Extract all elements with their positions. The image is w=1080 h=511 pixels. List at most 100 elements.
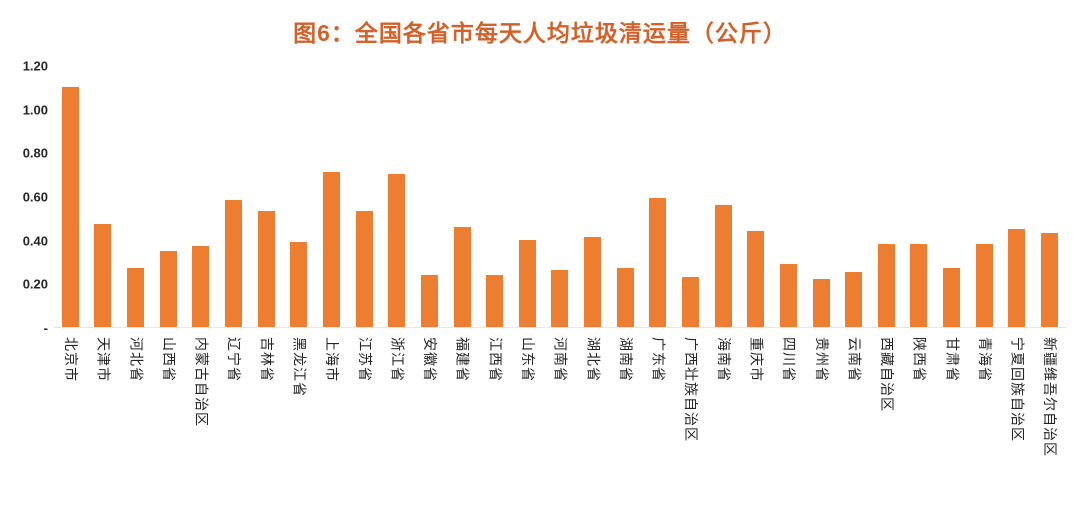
bar [159,250,177,327]
bar-track [641,66,675,328]
bar-track [543,66,577,328]
bar [910,244,928,327]
x-axis-label: 贵州省 [813,337,830,382]
x-axis-label: 重庆市 [748,337,765,382]
x-axis-label: 云南省 [846,337,863,382]
bar [453,226,471,327]
x-axis-label: 江西省 [487,337,504,382]
bar [225,200,243,327]
bar-track [184,66,218,328]
bar-track [86,66,120,328]
bar-column: 安徽省 [413,66,446,505]
x-axis-label: 上海市 [324,337,341,382]
bar-track [347,66,381,328]
bar-column: 福建省 [445,66,479,505]
bar [812,278,830,327]
bar-column: 青海省 [967,66,1001,505]
bar [747,230,765,327]
bar-track [739,66,773,328]
bar-track [870,66,903,328]
bar-column: 黑龙江省 [282,66,316,505]
bar-column: 山东省 [510,66,544,505]
bar-track [282,66,316,328]
y-tick-label: 0.60 [22,189,48,205]
x-axis-label: 内蒙古自治区 [193,337,210,427]
bar [355,211,373,327]
bar [681,276,699,327]
bar [486,274,504,327]
bar [127,268,145,327]
bar-column: 贵州省 [804,66,838,505]
bar [420,274,438,327]
bar-column: 湖南省 [608,66,642,505]
plot-area: 北京市 天津市 河北省 山西省 内蒙古自治区 辽宁省 吉林省 黑龙江省 上海市 江苏省 浙江省 安徽省… [54,66,1066,505]
bar-column: 甘肃省 [935,66,968,505]
bar-track [54,66,87,328]
bar-track [837,66,871,328]
bar-column: 宁夏回族自治区 [1000,66,1034,505]
chart-title: 图6：全国各省市每天人均垃圾清运量（公斤） [293,20,787,46]
bar [388,174,406,327]
x-axis-label: 河北省 [128,337,145,382]
bar-track [315,66,348,328]
bar [290,241,308,327]
x-axis-label: 北京市 [63,337,80,382]
y-tick-label: 1.00 [22,102,48,118]
bar [616,268,634,327]
x-axis-label: 宁夏回族自治区 [1009,337,1026,442]
bar-column: 辽宁省 [217,66,250,505]
x-axis-label: 陕西省 [911,337,928,382]
bar [943,268,961,327]
bar-track [1033,66,1066,328]
x-axis-label: 安徽省 [422,337,439,382]
bar-track [1000,66,1034,328]
y-tick-label: 0.40 [22,233,48,249]
bar-track [151,66,185,328]
bar-column: 河南省 [543,66,577,505]
bar-column: 吉林省 [249,66,283,505]
x-axis-label: 新疆维吾尔自治区 [1042,337,1059,457]
bar [1008,228,1026,327]
bar-track [902,66,936,328]
bar-track [119,66,152,328]
x-axis-label: 河南省 [552,337,569,382]
x-axis-label: 山西省 [160,337,177,382]
bar [975,244,993,327]
x-axis-label: 黑龙江省 [291,337,308,397]
bar-column: 陕西省 [902,66,936,505]
bar-track [445,66,479,328]
bar [1041,233,1059,327]
bar-track [967,66,1001,328]
bar [649,198,667,327]
bar-track [674,66,707,328]
bar-track [706,66,740,328]
bar-column: 四川省 [772,66,805,505]
bar-column: 江西省 [478,66,511,505]
bar-column: 广西壮族自治区 [674,66,707,505]
x-axis-label: 四川省 [781,337,798,382]
bar [877,244,895,327]
x-axis-label: 广东省 [650,337,667,382]
bar-column: 上海市 [315,66,348,505]
x-axis-label: 天津市 [95,337,112,382]
bar [584,237,602,327]
bar-column: 内蒙古自治区 [184,66,218,505]
bar-column: 浙江省 [380,66,414,505]
bar [779,263,797,327]
bar-column: 江苏省 [347,66,381,505]
x-axis-label: 福建省 [454,337,471,382]
x-axis-label: 湖南省 [617,337,634,382]
x-axis-label: 辽宁省 [226,337,243,382]
bar-track [772,66,805,328]
bar-track [804,66,838,328]
bar-track [478,66,511,328]
x-axis-label: 浙江省 [389,337,406,382]
x-axis-label: 山东省 [519,337,536,382]
y-tick-label: 1.20 [22,58,48,74]
y-tick-label: 0.20 [22,276,48,292]
bar-column: 湖北省 [576,66,609,505]
bar-column: 新疆维吾尔自治区 [1033,66,1066,505]
bar [518,239,536,327]
bar [192,246,210,327]
bar [845,272,863,327]
